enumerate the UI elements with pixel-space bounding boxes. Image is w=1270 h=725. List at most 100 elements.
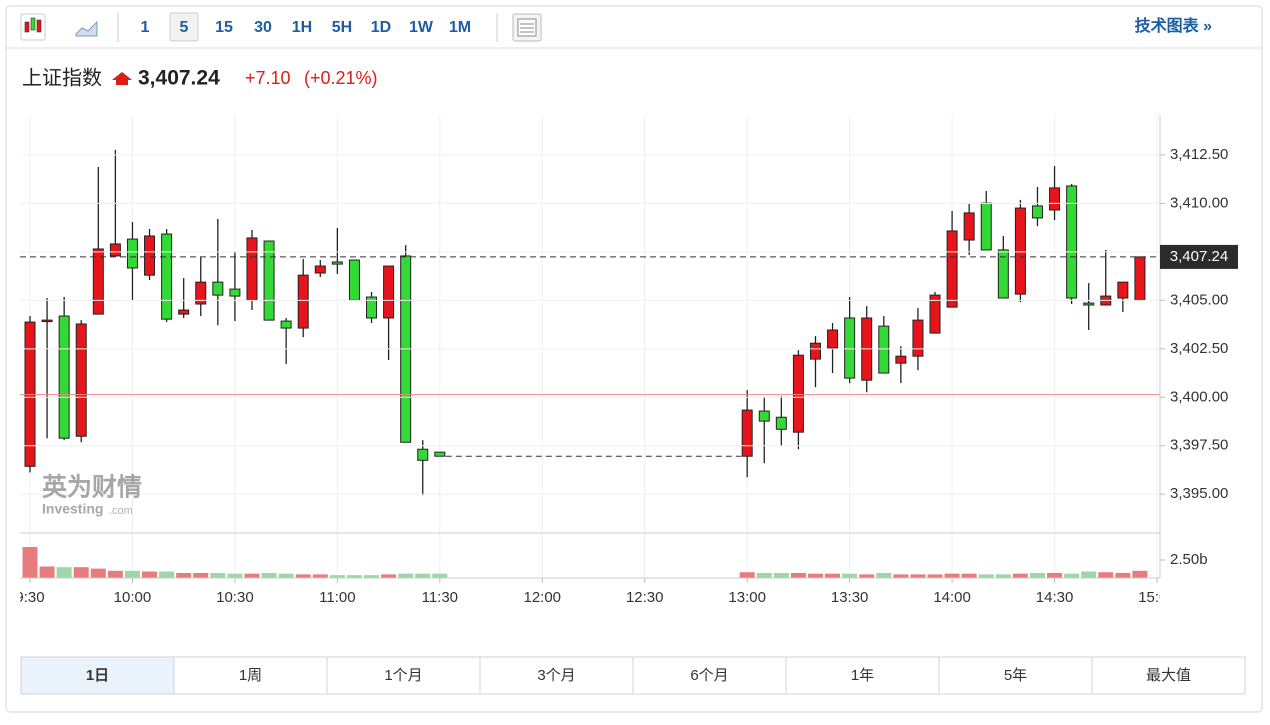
candle-body [314,265,326,274]
icon-bar [24,21,30,33]
volume-bar [278,573,294,578]
interval-button[interactable]: 1W [409,19,434,36]
volume-bar [859,574,875,578]
volume-bar [193,572,209,578]
candle-body [383,265,395,319]
candle-body [1031,205,1043,219]
interval-button[interactable]: 1 [141,19,150,36]
y-tick-label: 3,402.50 [1170,340,1228,357]
volume-bar [1029,572,1045,578]
candle-body [178,309,190,315]
volume-bar [244,573,260,578]
volume-bar [1047,572,1063,578]
range-label: 5年 [1004,667,1027,684]
volume-bar [39,566,55,578]
up-arrow [112,72,132,85]
x-tick-label: 12:00 [523,589,561,606]
candle-body [844,317,856,379]
y-tick-label: 3,410.00 [1170,194,1228,211]
volume-bar [790,572,806,578]
range-button[interactable] [938,656,1093,695]
candle-body [41,319,53,323]
x-tick-label: 10:00 [114,589,152,606]
candle-body [229,288,241,297]
volume-bar [807,573,823,578]
volume-bar [1115,572,1131,578]
range-label: 最大值 [1146,667,1191,684]
layout-icon[interactable] [512,13,542,42]
volume-bar [346,575,362,578]
volume-bar [312,574,328,578]
range-label: 1年 [851,667,874,684]
candle-body [75,323,87,437]
y-tick-label: 3,412.50 [1170,146,1228,163]
interval-button[interactable]: 1M [449,19,471,36]
candle-body [792,354,804,433]
candle-body [161,233,173,320]
candle-body [1083,302,1095,306]
volume-bar [261,572,277,578]
x-tick-label: 11:00 [319,589,355,606]
volume-bar [927,574,943,578]
icon-bar [36,19,42,33]
x-tick-label: 14:30 [1036,589,1074,606]
candle-icon[interactable] [20,13,46,41]
range-label: 1周 [239,667,262,684]
candle-body [946,230,958,308]
volume-bar [1132,570,1148,578]
watermark-en: Investing [42,501,103,517]
volume-bar [432,573,448,578]
candle-body [280,320,292,329]
volume-bar [876,572,892,578]
price: 3,407.24 [138,67,220,90]
x-tick-label: 11:30 [422,589,458,606]
interval-button[interactable]: 1H [292,19,312,36]
x-tick-label: 12:30 [626,589,664,606]
change-pct: (+0.21%) [304,68,378,88]
interval-button[interactable]: 5 [180,19,189,36]
volume-bar [893,574,909,578]
tech-chart-link[interactable]: 技术图表 » [1135,16,1212,35]
volume-bar [381,574,397,578]
range-button[interactable] [173,656,328,695]
interval-button[interactable]: 30 [254,19,272,36]
plot: 9:30 10:00 10:30 11:00 11:30 12:00 12:30 13:00 1… [15,115,1238,606]
range-button[interactable] [20,656,175,695]
range-button[interactable] [785,656,940,695]
last-price-box [1160,244,1238,269]
candle-body [212,281,224,296]
candle-body [963,212,975,241]
volume-bar [978,574,994,578]
candle-body [297,274,309,329]
interval-button[interactable]: 5H [332,19,352,36]
volume-bar [73,567,89,578]
frame [5,5,1263,713]
volume-bar [210,572,226,578]
volume-bar [995,574,1011,578]
volume-bar [1081,571,1097,578]
watermark-cn: 英为财情 [42,474,142,502]
candle-body [980,202,992,251]
candle-body [1117,281,1129,299]
candle-body [827,329,839,349]
range-button[interactable] [479,656,634,695]
y-tick-label: 3,395.00 [1170,485,1228,502]
interval-button[interactable]: 15 [215,19,233,36]
volume-bar [1064,573,1080,578]
range-button[interactable] [1091,656,1246,695]
x-tick-label: 9:30 [15,589,44,606]
range-button[interactable] [632,656,787,695]
volume-bar [415,573,431,578]
volume-bar [176,572,192,578]
candle-body [366,296,378,319]
range-label: 6个月 [690,667,728,684]
range-button[interactable] [326,656,481,695]
volume-bar [739,572,755,578]
last-price-label: 3,407.24 [1170,248,1228,265]
area-icon[interactable] [75,20,98,37]
interval-button[interactable]: 1D [371,19,391,36]
volume-bar [90,568,106,578]
candle-body [92,248,104,315]
candle-body [109,243,121,257]
